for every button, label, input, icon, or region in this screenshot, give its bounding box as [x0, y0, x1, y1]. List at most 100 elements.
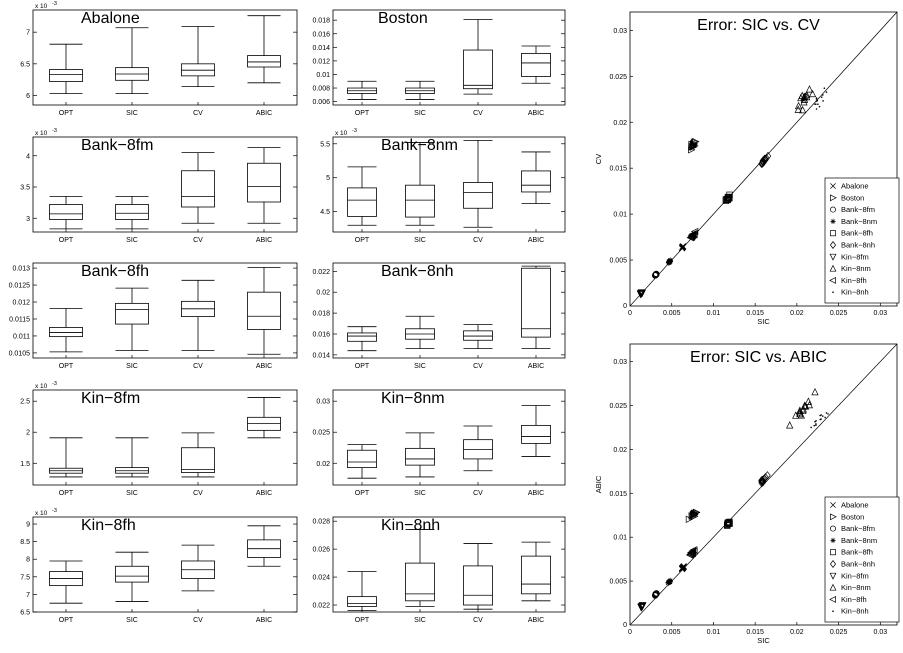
box-panel: 0.02 0.025 0.03 Kin−8nm OPT SIC CV ABIC	[312, 389, 566, 497]
box-panel: 0.006 0.008 0.01 0.012 0.014 0.016 0.018 Boston…	[312, 9, 566, 117]
legend-item: Kin−8nh	[832, 288, 869, 297]
series-points	[686, 546, 698, 559]
marker-triangle-up	[801, 92, 809, 100]
x-tick-label: ABIC	[256, 363, 272, 370]
x-tick-label: 0.015	[746, 310, 764, 317]
iqr-box	[247, 291, 281, 330]
plot-frame	[32, 9, 298, 106]
marker-diamond	[764, 471, 771, 480]
marker-square	[726, 520, 733, 527]
marker-circle	[651, 272, 659, 279]
x-tick-label: CV	[193, 363, 203, 370]
box	[115, 437, 149, 478]
marker-x	[679, 245, 686, 252]
x-tick-label: SIC	[126, 237, 138, 244]
series-points	[637, 602, 647, 612]
box	[181, 544, 215, 592]
box	[463, 425, 493, 472]
box	[115, 195, 149, 230]
y-tick-label: 0.016	[312, 331, 330, 338]
marker-triangle-down	[638, 603, 646, 612]
legend-label: Bank−8nh	[841, 560, 875, 569]
box-panel: 3 3.5 4 x 10 -3 Bank−8fm OPT SIC CV ABIC	[20, 128, 298, 244]
y-tick-label: 0.006	[312, 99, 330, 106]
x-tick-label: ABIC	[528, 363, 544, 370]
marker-dot	[832, 610, 834, 612]
legend-label: Kin−8fh	[841, 595, 867, 604]
legend-item: Bank−8fh	[830, 229, 873, 238]
marker-dot	[822, 94, 824, 96]
plot-frame	[32, 389, 298, 486]
x-tick-label: SIC	[414, 110, 426, 117]
axis-exponent: x 10	[35, 383, 48, 390]
y-tick-label: 7	[26, 30, 30, 37]
box	[247, 397, 281, 439]
x-tick-label: CV	[193, 237, 203, 244]
iqr-box	[247, 162, 281, 203]
marker-diamond	[760, 158, 767, 167]
marker-triangle-up	[800, 95, 809, 103]
iqr-box	[463, 182, 493, 209]
box	[181, 152, 215, 224]
y-tick-label: 0.025	[609, 403, 627, 410]
x-tick-label: SIC	[414, 363, 426, 370]
marker-triangle-up	[800, 98, 808, 106]
x-origin-label: 0	[628, 629, 632, 636]
legend-item: Kin−8fh	[829, 276, 867, 285]
y-tick-label: 0.016	[312, 31, 330, 38]
marker-triangle-up	[805, 400, 814, 409]
box	[115, 287, 149, 351]
x-tick-label: 0.005	[663, 310, 681, 317]
box	[521, 265, 551, 350]
marker-dot	[825, 91, 828, 93]
y-tick-label: 0.02	[613, 120, 627, 127]
iqr-box	[405, 184, 435, 218]
legend-label: Kin−8nm	[841, 583, 871, 592]
y-tick-label: 0.03	[316, 399, 330, 406]
y-tick-label: 3	[26, 216, 30, 223]
series-points	[810, 412, 829, 429]
legend-item: Abalone	[830, 501, 869, 510]
series-points	[794, 85, 817, 114]
y-tick-label: 3.5	[20, 185, 30, 192]
marker-x	[830, 183, 836, 189]
y-tick-label: 0.01	[613, 535, 627, 542]
panel-title: Error: SIC vs. CV	[697, 17, 820, 34]
marker-triangle-right	[830, 513, 837, 521]
plot-frame	[332, 262, 566, 359]
x-tick-label: ABIC	[256, 617, 272, 624]
y-tick-label: 7	[26, 592, 30, 599]
x-tick-label: CV	[193, 490, 203, 497]
x-tick-label: 0.025	[830, 310, 848, 317]
y-tick-label: 0.024	[312, 575, 330, 582]
legend-item: Bank−8nm	[830, 536, 877, 545]
iqr-box	[463, 330, 493, 341]
iqr-box	[347, 596, 377, 607]
plot-frame	[32, 136, 298, 233]
box	[347, 571, 377, 612]
marker-dot	[814, 103, 817, 105]
series-points	[786, 387, 819, 429]
marker-triangle-right	[689, 513, 697, 521]
legend-label: Bank−8nm	[841, 536, 877, 545]
x-tick-label: SIC	[414, 617, 426, 624]
box-panel: 6.5 7 7.5 8 8.5 9 x 10 -3 Kin−8fh OPT SIC CV ABIC	[20, 508, 298, 624]
box	[49, 43, 83, 94]
marker-dot	[817, 103, 819, 105]
legend-item: Boston	[830, 193, 864, 202]
marker-triangle-up	[794, 101, 803, 110]
y-tick-label: 0.02	[316, 290, 330, 297]
legend-label: Abalone	[841, 182, 869, 191]
box	[347, 326, 377, 352]
x-tick-label: 0.025	[830, 629, 848, 636]
marker-triangle-up	[797, 411, 805, 419]
box-panel: 6 6.5 7 x 10 -3 Abalone OPT SIC CV ABIC	[20, 1, 298, 117]
marker-triangle-up	[800, 402, 809, 410]
plot-frame	[332, 9, 566, 106]
y-tick-label: 5.5	[320, 141, 330, 148]
iqr-box	[347, 332, 377, 342]
series-points	[758, 151, 772, 169]
box	[49, 195, 83, 230]
box	[49, 560, 83, 604]
marker-dot	[814, 420, 816, 423]
